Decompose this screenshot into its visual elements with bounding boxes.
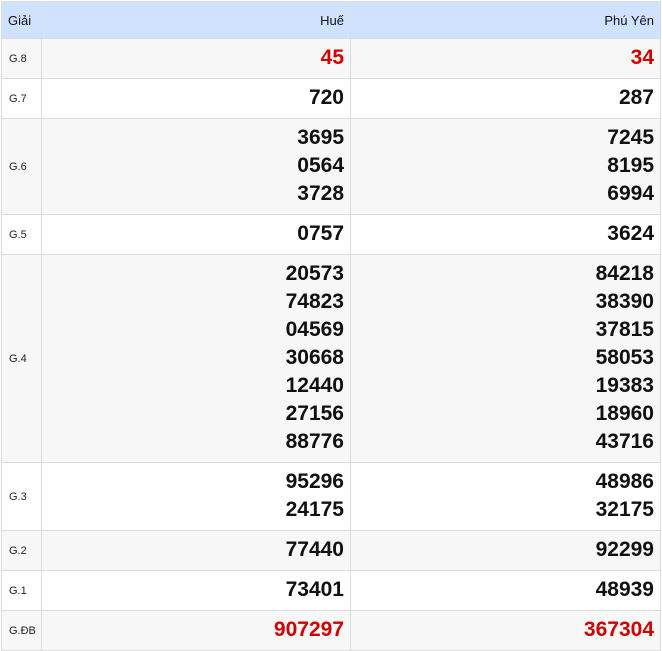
prize-label: G.ĐB <box>1 610 42 651</box>
result-number: 19383 <box>595 374 654 397</box>
result-number: 367304 <box>583 618 654 641</box>
result-number: 92299 <box>595 538 654 561</box>
result-cell-hue: 907297 <box>41 610 351 651</box>
result-number: 48986 <box>595 470 654 493</box>
prize-label: G.4 <box>1 254 42 463</box>
result-cell-phu-yen: 7245 8195 6994 <box>350 118 661 215</box>
result-number: 6994 <box>607 182 654 205</box>
result-number: 95296 <box>285 470 344 493</box>
result-cell-phu-yen: 84218 38390 37815 58053 19383 18960 43716 <box>350 254 661 463</box>
table-row: G.8 45 34 <box>1 38 661 79</box>
result-cell-hue: 77440 <box>41 530 351 571</box>
table-row: G.7 720 287 <box>1 78 661 119</box>
result-cell-hue: 20573 74823 04569 30668 12440 27156 88776 <box>41 254 351 463</box>
result-cell-phu-yen: 34 <box>350 38 661 79</box>
result-number: 0757 <box>297 222 344 245</box>
result-cell-phu-yen: 48986 32175 <box>350 462 661 531</box>
result-number: 30668 <box>285 346 344 369</box>
result-number: 34 <box>630 46 654 69</box>
table-header: Giải Huế Phú Yên <box>1 1 661 39</box>
result-number: 907297 <box>273 618 344 641</box>
result-number: 287 <box>618 86 654 109</box>
prize-label: G.8 <box>1 38 42 79</box>
prize-label: G.5 <box>1 214 42 255</box>
province-header-phu-yen: Phú Yên <box>350 1 661 39</box>
table-row: G.4 20573 74823 04569 30668 12440 27156 88776 84… <box>1 254 661 463</box>
result-number: 7245 <box>607 126 654 149</box>
result-number: 77440 <box>285 538 344 561</box>
result-number: 38390 <box>595 290 654 313</box>
result-number: 27156 <box>285 402 344 425</box>
table-row: G.5 0757 3624 <box>1 214 661 255</box>
table-row: G.2 77440 92299 <box>1 530 661 571</box>
prize-label: G.6 <box>1 118 42 215</box>
result-cell-phu-yen: 287 <box>350 78 661 119</box>
result-number: 48939 <box>595 578 654 601</box>
result-cell-hue: 720 <box>41 78 351 119</box>
result-cell-hue: 3695 0564 3728 <box>41 118 351 215</box>
result-number: 0564 <box>297 154 344 177</box>
result-number: 73401 <box>285 578 344 601</box>
prize-label: G.2 <box>1 530 42 571</box>
result-number: 58053 <box>595 346 654 369</box>
result-cell-hue: 45 <box>41 38 351 79</box>
result-cell-phu-yen: 367304 <box>350 610 661 651</box>
result-number: 12440 <box>285 374 344 397</box>
result-cell-hue: 73401 <box>41 570 351 611</box>
result-number: 88776 <box>285 430 344 453</box>
result-number: 20573 <box>285 262 344 285</box>
result-number: 3728 <box>297 182 344 205</box>
table-row: G.3 95296 24175 48986 32175 <box>1 462 661 531</box>
result-number: 74823 <box>285 290 344 313</box>
result-number: 720 <box>308 86 344 109</box>
result-number: 3624 <box>607 222 654 245</box>
result-cell-phu-yen: 3624 <box>350 214 661 255</box>
result-number: 24175 <box>285 498 344 521</box>
prize-label: G.3 <box>1 462 42 531</box>
result-number: 18960 <box>595 402 654 425</box>
prize-label: G.7 <box>1 78 42 119</box>
result-number: 32175 <box>595 498 654 521</box>
province-header-hue: Huế <box>41 1 351 39</box>
result-number: 3695 <box>297 126 344 149</box>
result-number: 04569 <box>285 318 344 341</box>
result-cell-phu-yen: 48939 <box>350 570 661 611</box>
result-number: 8195 <box>607 154 654 177</box>
prize-column-header: Giải <box>1 1 42 39</box>
table-row: G.6 3695 0564 3728 7245 8195 6994 <box>1 118 661 215</box>
result-number: 84218 <box>595 262 654 285</box>
result-number: 43716 <box>595 430 654 453</box>
table-row: G.1 73401 48939 <box>1 570 661 611</box>
result-number: 45 <box>320 46 344 69</box>
result-cell-hue: 95296 24175 <box>41 462 351 531</box>
table-row: G.ĐB 907297 367304 <box>1 610 661 651</box>
result-number: 37815 <box>595 318 654 341</box>
result-cell-phu-yen: 92299 <box>350 530 661 571</box>
result-cell-hue: 0757 <box>41 214 351 255</box>
prize-label: G.1 <box>1 570 42 611</box>
